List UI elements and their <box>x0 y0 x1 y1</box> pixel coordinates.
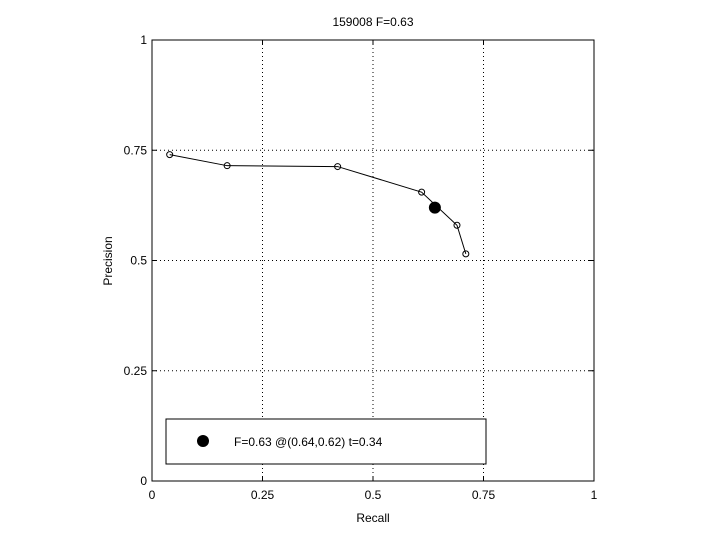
data-point <box>418 188 426 196</box>
y-tick-label: 0.75 <box>124 143 148 157</box>
legend: F=0.63 @(0.64,0.62) t=0.34 <box>165 418 487 465</box>
data-point <box>166 151 174 159</box>
legend-box <box>165 418 487 465</box>
ticks: 0 0.25 0.5 0.75 1 0 0.25 0.5 0.75 1 <box>124 33 598 502</box>
data-point <box>334 163 342 171</box>
chart-title: 159008 F=0.63 <box>332 15 413 29</box>
legend-label: F=0.63 @(0.64,0.62) t=0.34 <box>234 435 383 449</box>
data-point <box>223 162 231 170</box>
best-f-point <box>428 201 441 214</box>
y-tick-label: 0.25 <box>124 364 148 378</box>
y-tick-label: 0 <box>140 474 147 488</box>
data-point <box>453 221 461 229</box>
series-line <box>169 154 467 255</box>
x-tick-label: 1 <box>591 488 598 502</box>
series-group <box>166 151 470 258</box>
y-tick-label: 1 <box>140 33 147 47</box>
x-tick-label: 0.5 <box>365 488 382 502</box>
grid <box>152 40 594 481</box>
y-tick-label: 0.5 <box>130 254 147 268</box>
x-axis-label: Recall <box>356 511 389 525</box>
x-tick-label: 0 <box>149 488 156 502</box>
x-tick-label: 0.75 <box>472 488 496 502</box>
data-point <box>462 250 470 258</box>
y-axis-label: Precision <box>101 236 115 285</box>
legend-marker <box>197 435 209 447</box>
x-tick-label: 0.25 <box>251 488 275 502</box>
